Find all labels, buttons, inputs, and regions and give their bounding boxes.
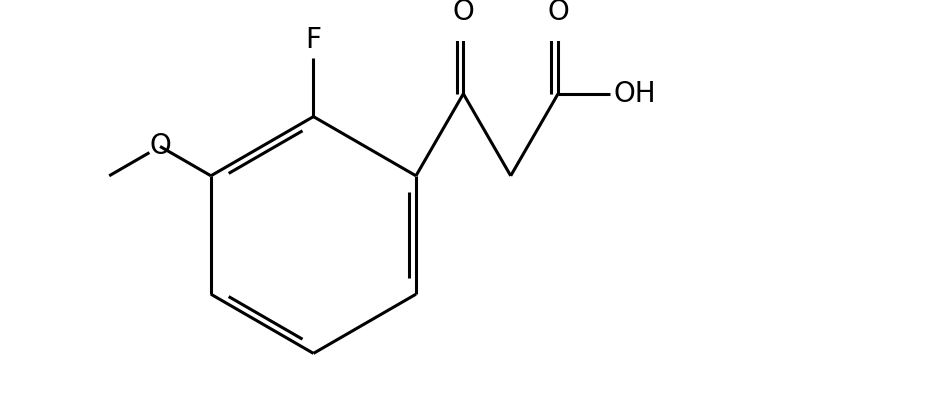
Text: F: F (305, 26, 322, 54)
Text: O: O (453, 0, 474, 26)
Text: O: O (547, 0, 569, 26)
Text: O: O (149, 133, 171, 160)
Text: OH: OH (614, 80, 657, 108)
